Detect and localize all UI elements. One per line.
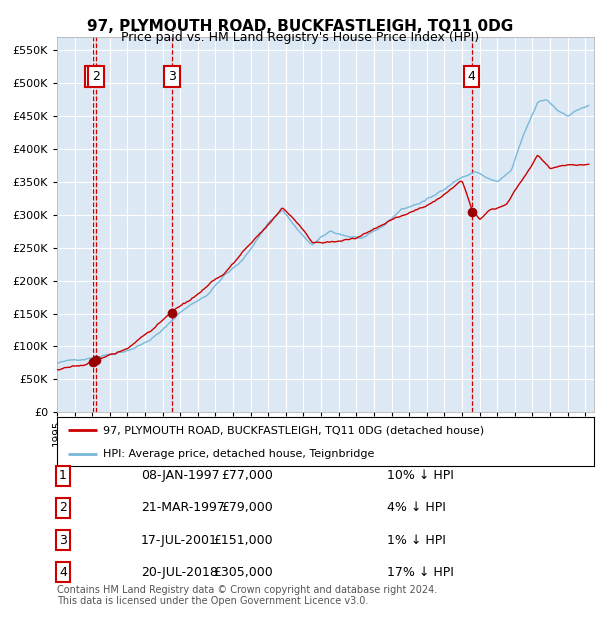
Text: This data is licensed under the Open Government Licence v3.0.: This data is licensed under the Open Gov… <box>57 596 368 606</box>
Text: 17% ↓ HPI: 17% ↓ HPI <box>387 566 454 578</box>
Text: 4: 4 <box>59 566 67 578</box>
Text: Price paid vs. HM Land Registry's House Price Index (HPI): Price paid vs. HM Land Registry's House … <box>121 31 479 44</box>
Text: 3: 3 <box>168 70 176 83</box>
Text: 2: 2 <box>92 70 100 83</box>
Text: 1: 1 <box>89 70 97 83</box>
Text: £79,000: £79,000 <box>221 502 273 514</box>
Text: 20-JUL-2018: 20-JUL-2018 <box>141 566 218 578</box>
Text: £77,000: £77,000 <box>221 469 273 482</box>
Text: 4: 4 <box>467 70 476 83</box>
Text: 97, PLYMOUTH ROAD, BUCKFASTLEIGH, TQ11 0DG (detached house): 97, PLYMOUTH ROAD, BUCKFASTLEIGH, TQ11 0… <box>103 425 484 435</box>
Text: HPI: Average price, detached house, Teignbridge: HPI: Average price, detached house, Teig… <box>103 449 374 459</box>
Text: 97, PLYMOUTH ROAD, BUCKFASTLEIGH, TQ11 0DG: 97, PLYMOUTH ROAD, BUCKFASTLEIGH, TQ11 0… <box>87 19 513 34</box>
Text: 2: 2 <box>59 502 67 514</box>
Text: £151,000: £151,000 <box>214 534 273 546</box>
Text: 08-JAN-1997: 08-JAN-1997 <box>141 469 220 482</box>
Text: 3: 3 <box>59 534 67 546</box>
Text: 1% ↓ HPI: 1% ↓ HPI <box>387 534 446 546</box>
Text: 1: 1 <box>59 469 67 482</box>
Text: Contains HM Land Registry data © Crown copyright and database right 2024.: Contains HM Land Registry data © Crown c… <box>57 585 437 595</box>
Text: 17-JUL-2001: 17-JUL-2001 <box>141 534 218 546</box>
Text: 21-MAR-1997: 21-MAR-1997 <box>141 502 225 514</box>
Text: 4% ↓ HPI: 4% ↓ HPI <box>387 502 446 514</box>
Text: 10% ↓ HPI: 10% ↓ HPI <box>387 469 454 482</box>
Text: £305,000: £305,000 <box>213 566 273 578</box>
